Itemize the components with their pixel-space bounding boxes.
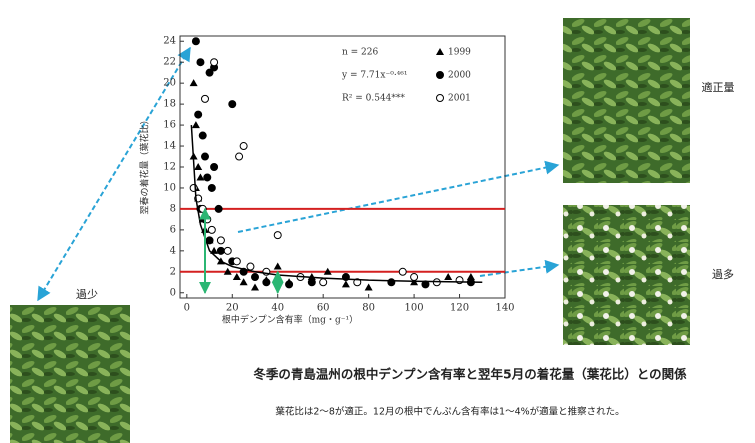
x-tick-label: 140	[495, 303, 514, 314]
point	[411, 274, 418, 281]
point	[444, 273, 452, 280]
y-tick-label: 14	[163, 141, 176, 152]
point	[233, 258, 240, 265]
point	[263, 279, 270, 286]
point	[192, 121, 200, 128]
photo-label: 過少	[76, 288, 98, 301]
photo-appropriate	[563, 18, 690, 183]
point	[274, 263, 282, 270]
point	[320, 279, 327, 286]
x-tick-label: 120	[450, 303, 469, 314]
point	[286, 281, 293, 288]
legend-marker	[436, 48, 444, 55]
point	[202, 95, 209, 102]
photo-scarce	[10, 305, 130, 443]
point	[195, 111, 202, 118]
y-tick-label: 10	[163, 182, 176, 193]
point	[342, 280, 350, 287]
point	[233, 273, 241, 280]
point	[208, 226, 215, 233]
point	[399, 268, 406, 275]
point	[194, 163, 202, 170]
point	[199, 132, 206, 139]
point	[224, 247, 231, 254]
point	[240, 278, 248, 285]
y-tick-label: 0	[170, 287, 176, 298]
page: 適正量 過多 過少 冬季の青島温州の根中デンプン含有率と翌年5月の着花量（葉花比…	[0, 0, 755, 443]
point	[251, 284, 259, 291]
caption-title: 冬季の青島温州の根中デンプン含有率と翌年5月の着花量（葉花比）との関係	[253, 367, 687, 382]
point	[252, 274, 259, 281]
x-tick-label: 80	[362, 303, 375, 314]
photo-excess	[563, 205, 690, 345]
pointer	[238, 165, 558, 232]
point	[247, 263, 254, 270]
y-tick-label: 18	[163, 99, 176, 110]
point	[202, 153, 209, 160]
point	[388, 279, 395, 286]
legend-label: 2000	[448, 71, 471, 81]
x-axis-label: 根中デンプン含有率（mg・g⁻¹）	[222, 314, 358, 326]
stat: R² = 0.544***	[342, 94, 405, 104]
point	[365, 284, 373, 291]
caption-note: 葉花比は2～8が適正。12月の根中でんぷん含有率は1～4%が適量と推察された。	[275, 406, 624, 418]
legend-label: 1999	[448, 48, 471, 58]
point	[236, 153, 243, 160]
y-tick-label: 12	[163, 162, 176, 173]
legend-label: 2001	[448, 94, 471, 104]
y-tick-label: 16	[163, 120, 176, 131]
photo-label: 適正量	[702, 80, 735, 94]
point	[192, 38, 199, 45]
legend-marker	[437, 72, 444, 79]
photo-label: 過多	[712, 267, 734, 281]
point	[190, 79, 198, 86]
y-tick-label: 4	[170, 245, 176, 256]
y-tick-label: 24	[163, 36, 176, 47]
y-tick-label: 8	[170, 203, 176, 214]
x-tick-label: 100	[405, 303, 424, 314]
x-tick-label: 20	[226, 303, 239, 314]
y-tick-label: 22	[163, 57, 176, 68]
x-tick-label: 60	[317, 303, 330, 314]
stat: y = 7.71x⁻⁰·⁴⁶¹	[341, 71, 408, 81]
point	[215, 205, 222, 212]
chart: 適正量 過多 過少 冬季の青島温州の根中デンプン含有率と翌年5月の着花量（葉花比…	[0, 0, 755, 443]
y-tick-label: 20	[163, 78, 176, 89]
x-tick-label: 40	[271, 303, 284, 314]
point	[204, 174, 211, 181]
stat: n = 226	[342, 48, 379, 58]
y-axis-label: 翌春の着花量（葉花比）	[139, 115, 151, 214]
point	[274, 232, 281, 239]
point	[240, 143, 247, 150]
pointer	[480, 265, 558, 276]
point	[211, 164, 218, 171]
x-tick-label: 0	[184, 303, 190, 314]
y-tick-label: 6	[170, 224, 176, 235]
point	[208, 184, 215, 191]
point	[197, 59, 204, 66]
point	[308, 279, 315, 286]
point	[229, 101, 236, 108]
point	[217, 237, 224, 244]
y-tick-label: 2	[170, 266, 176, 277]
point	[211, 59, 218, 66]
legend-marker	[437, 95, 444, 102]
point	[217, 247, 224, 254]
point	[196, 173, 204, 180]
